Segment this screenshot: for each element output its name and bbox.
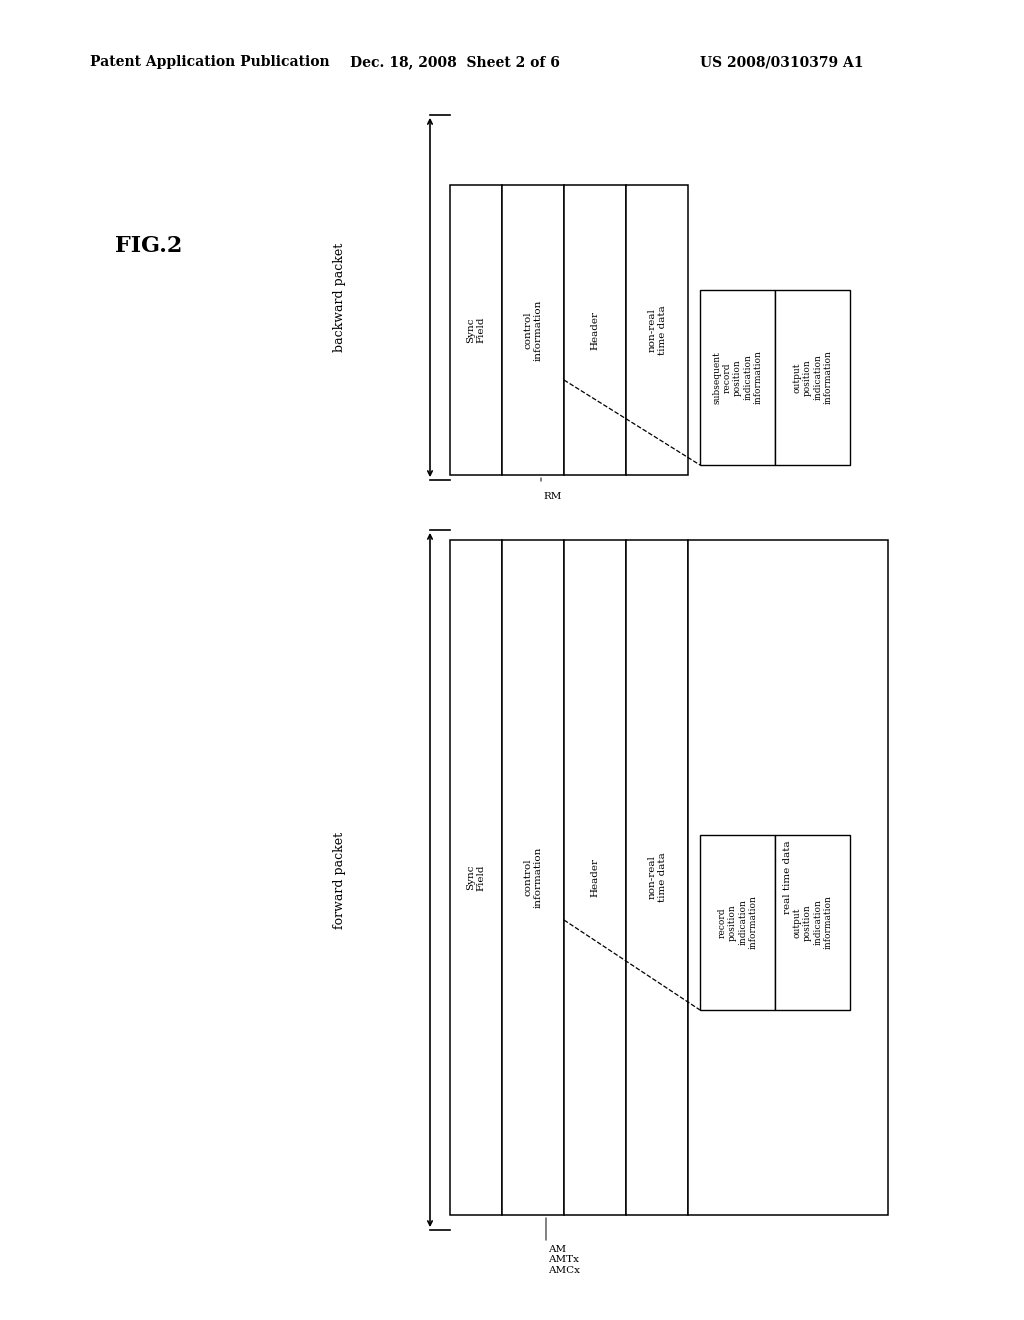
Bar <box>450 185 502 475</box>
Text: control
information: control information <box>523 300 543 360</box>
Text: output
position
indication
information: output position indication information <box>793 351 833 404</box>
Text: AM
AMTx
AMCx: AM AMTx AMCx <box>548 1245 580 1275</box>
Bar <box>564 185 626 475</box>
Text: output
position
indication
information: output position indication information <box>793 895 833 949</box>
Text: control
information: control information <box>523 847 543 908</box>
Text: US 2008/0310379 A1: US 2008/0310379 A1 <box>700 55 863 69</box>
Bar <box>502 540 564 1214</box>
Bar <box>700 836 775 1010</box>
Bar <box>775 836 850 1010</box>
Text: Header: Header <box>591 858 599 898</box>
Text: Sync
Field: Sync Field <box>466 865 485 891</box>
Text: subsequent
record
position
indication
information: subsequent record position indication in… <box>713 351 763 404</box>
Text: Dec. 18, 2008  Sheet 2 of 6: Dec. 18, 2008 Sheet 2 of 6 <box>350 55 560 69</box>
Text: Sync
Field: Sync Field <box>466 317 485 343</box>
Text: Patent Application Publication: Patent Application Publication <box>90 55 330 69</box>
Text: forward packet: forward packet <box>334 832 346 928</box>
Bar <box>626 185 688 475</box>
Text: RM: RM <box>543 492 561 502</box>
Bar <box>775 290 850 465</box>
Text: Header: Header <box>591 310 599 350</box>
Text: non-real
time data: non-real time data <box>647 853 667 903</box>
Bar <box>626 540 688 1214</box>
Bar <box>450 540 502 1214</box>
Bar <box>564 540 626 1214</box>
Bar <box>502 185 564 475</box>
Text: non-real
time data: non-real time data <box>647 305 667 355</box>
Text: backward packet: backward packet <box>334 243 346 351</box>
Bar <box>688 540 888 1214</box>
Text: FIG.2: FIG.2 <box>115 235 182 257</box>
Text: real time data: real time data <box>783 841 793 915</box>
Bar <box>700 290 775 465</box>
Text: record
position
indication
information: record position indication information <box>718 895 758 949</box>
